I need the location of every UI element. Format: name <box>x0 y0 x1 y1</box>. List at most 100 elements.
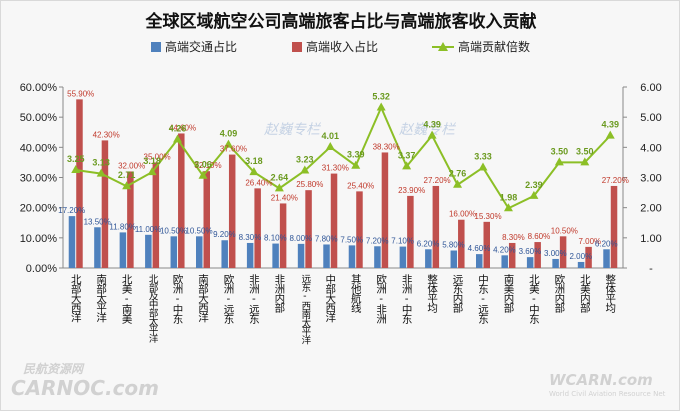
label-premium-revenue: 21.40% <box>271 193 298 202</box>
bar-premium-revenue <box>178 133 185 268</box>
bar-premium-traffic <box>399 246 407 268</box>
category-label: 南部太平洋 <box>95 273 107 323</box>
contribution-marker <box>453 179 463 188</box>
label-premium-traffic: 7.20% <box>366 236 389 245</box>
right-tick-label: 1.00 <box>640 233 661 245</box>
label-premium-revenue: 32.10% <box>194 161 221 170</box>
bar-premium-traffic <box>603 249 610 268</box>
bar-premium-traffic <box>526 257 534 268</box>
label-premium-revenue: 38.30% <box>373 142 400 151</box>
bar-premium-traffic <box>170 236 178 268</box>
category-label: 远东内部 <box>452 274 464 314</box>
label-premium-traffic: 11.80% <box>109 222 136 231</box>
legend-swatch-2 <box>292 42 302 52</box>
label-premium-revenue: 32.00% <box>118 161 145 170</box>
bar-premium-revenue <box>279 203 287 268</box>
label-premium-traffic: 3.00% <box>544 249 567 258</box>
bar-premium-revenue <box>407 195 414 268</box>
bar-premium-revenue <box>228 154 236 268</box>
contribution-marker <box>147 167 157 176</box>
chart-title: 全球区域航空公司高端旅客占比与高端旅客收入贡献 <box>145 11 537 32</box>
right-tick-label: 4.00 <box>640 142 661 154</box>
label-premium-traffic: 3.60% <box>519 247 542 256</box>
bar-premium-revenue <box>508 242 516 268</box>
label-contribution: 4.39 <box>423 120 441 130</box>
contribution-marker <box>580 157 590 166</box>
category-label: 南美内部 <box>502 273 514 314</box>
label-premium-revenue: 10.50% <box>551 226 578 235</box>
bar-premium-revenue <box>534 242 541 268</box>
label-premium-revenue: 44.60% <box>169 123 196 132</box>
label-contribution: 3.50 <box>576 146 594 156</box>
label-contribution: 3.23 <box>296 155 314 165</box>
legend-label-1: 高端交通占比 <box>165 39 237 54</box>
label-contribution: 2.64 <box>271 172 289 182</box>
label-premium-traffic: 6.20% <box>417 239 440 248</box>
bar-premium-traffic <box>374 246 381 268</box>
bar-premium-traffic <box>196 236 203 268</box>
contribution-marker <box>300 165 310 174</box>
category-label: 中东-远东 <box>477 273 489 324</box>
bar-premium-traffic <box>577 261 585 268</box>
left-tick-label: 30.00% <box>20 173 58 185</box>
label-contribution: 4.39 <box>602 120 620 130</box>
data-labels: 17.20% 55.90% 13.50% 42.30% 11.80% 32.00% 11.0… <box>58 89 629 261</box>
label-contribution: 3.50 <box>551 146 569 156</box>
label-contribution: 3.33 <box>474 152 492 162</box>
category-label: 北美-南美 <box>121 274 133 325</box>
watermark-text-2: 赵巍专栏 <box>399 122 457 138</box>
label-premium-traffic: 8.00% <box>289 234 312 243</box>
label-premium-traffic: 4.60% <box>468 244 491 253</box>
bar-premium-traffic <box>145 234 152 268</box>
category-label: 北部大西洋 <box>70 274 82 323</box>
label-premium-revenue: 27.20% <box>424 176 451 185</box>
category-label: 非洲内部 <box>273 274 285 314</box>
bar-premium-revenue <box>127 171 134 268</box>
label-premium-revenue: 8.30% <box>502 233 525 242</box>
label-premium-revenue: 8.60% <box>528 232 551 241</box>
right-tick-label: 5.00 <box>640 112 661 124</box>
bar-premium-traffic <box>221 240 228 268</box>
bar-premium-revenue <box>610 185 618 268</box>
label-contribution: 3.25 <box>67 154 85 164</box>
contribution-marker <box>554 157 564 166</box>
contribution-marker <box>223 139 233 148</box>
logo-wcarn-sub: World Civil Aviation Resource Net <box>549 390 666 398</box>
bar-premium-traffic <box>272 243 279 268</box>
right-tick-label: 3.00 <box>640 173 661 185</box>
label-contribution: 5.32 <box>372 92 390 102</box>
label-premium-traffic: 8.10% <box>264 234 287 243</box>
left-tick-label: 60.00% <box>20 82 58 94</box>
label-premium-revenue: 25.40% <box>347 181 374 190</box>
category-label: 欧洲-非洲 <box>375 274 387 324</box>
bar-premium-revenue <box>381 152 389 268</box>
label-premium-revenue: 23.90% <box>398 186 425 195</box>
category-labels: 北部大西洋 南部太平洋 北美-南美 北部及中部太平洋 欧洲-中东 南部大西洋 欧洲-远东 非洲… <box>70 273 617 345</box>
watermark-layer: 赵巍专栏 赵巍专栏 <box>264 122 457 138</box>
category-label: 整体平均 <box>604 273 616 314</box>
label-contribution: 3.13 <box>92 158 110 168</box>
category-label: 北美内部 <box>579 274 591 314</box>
bar-premium-revenue <box>432 185 440 268</box>
label-contribution: 2.76 <box>449 169 467 179</box>
label-contribution: 2.39 <box>525 180 543 190</box>
bar-premium-traffic <box>246 242 254 268</box>
bar-premium-traffic <box>323 244 330 268</box>
category-label: 远东-西南太平洋 <box>299 274 311 345</box>
legend-label-2: 高端收入占比 <box>306 39 378 54</box>
label-premium-traffic: 9.20% <box>213 230 236 239</box>
left-tick-label: 0.00% <box>26 263 57 275</box>
bar-premium-traffic <box>68 216 76 268</box>
bar-premium-traffic <box>119 232 127 268</box>
label-contribution: 4.26 <box>169 123 187 133</box>
bar-premium-traffic <box>450 250 458 268</box>
label-contribution: 3.39 <box>347 150 365 160</box>
left-tick-label: 10.00% <box>20 233 58 245</box>
watermark-text-1: 赵巍专栏 <box>264 122 322 138</box>
legend-swatch-1 <box>151 42 161 52</box>
bar-premium-revenue <box>76 99 83 268</box>
category-label: 北部及中部太平洋 <box>147 274 159 344</box>
